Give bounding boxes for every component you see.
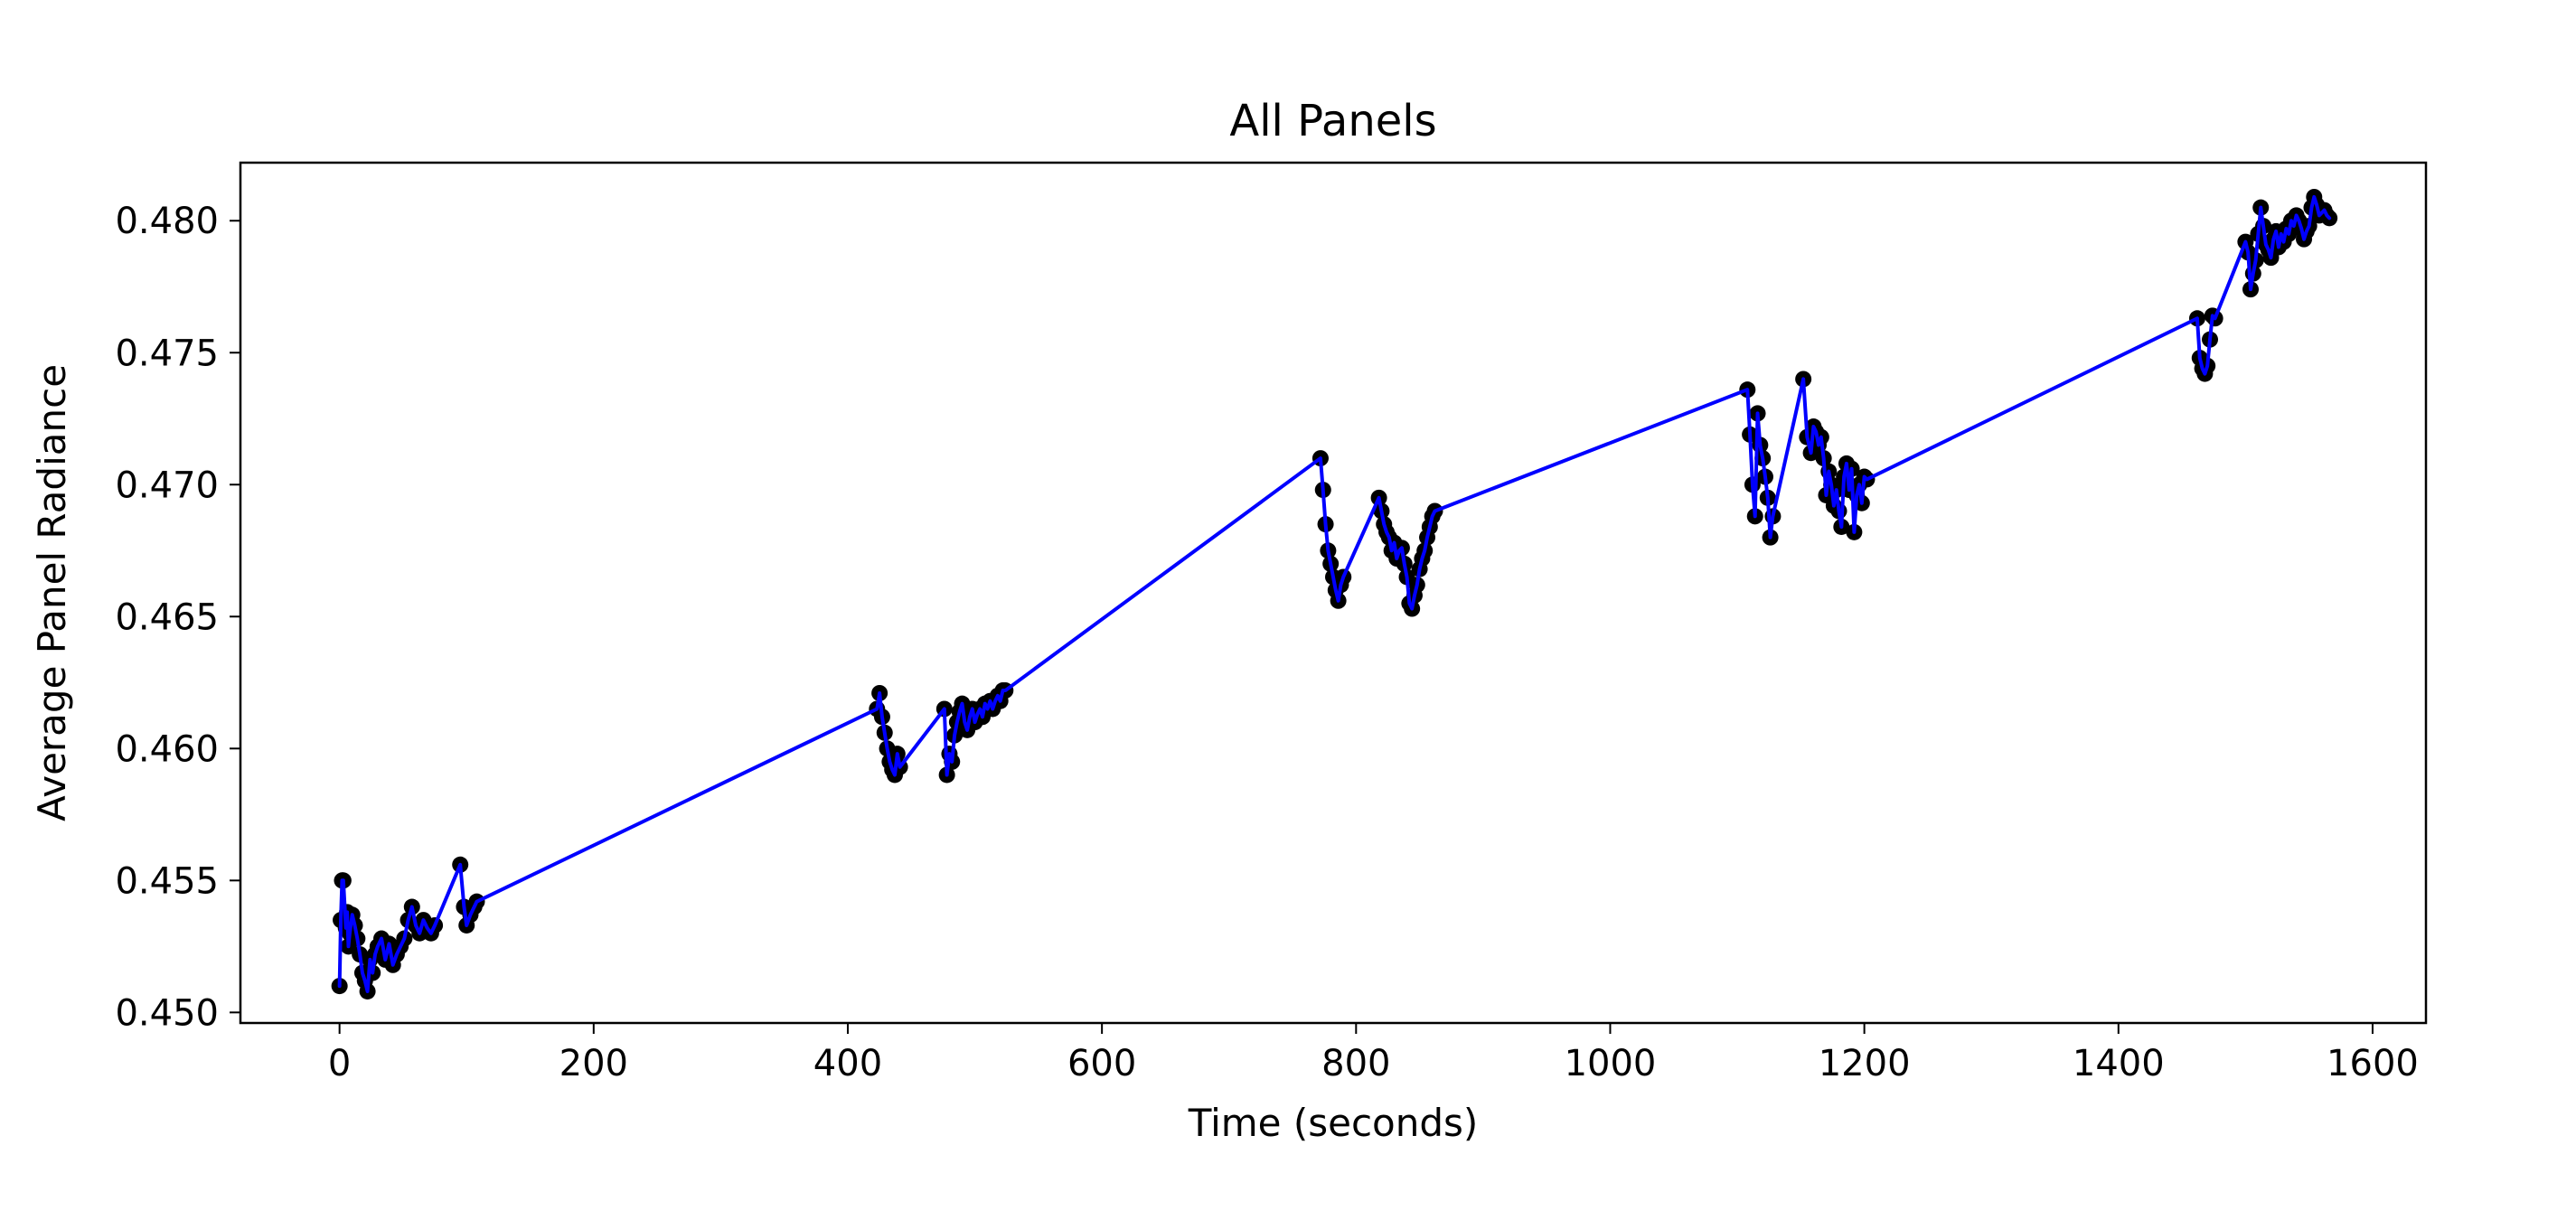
y-tick-label: 0.455 (115, 860, 219, 902)
x-tick-label: 200 (559, 1043, 628, 1084)
x-axis-label: Time (seconds) (1188, 1101, 1479, 1145)
y-tick-label: 0.480 (115, 201, 219, 242)
y-tick-label: 0.465 (115, 596, 219, 638)
x-tick-label: 800 (1321, 1043, 1390, 1084)
series-line (337, 194, 2332, 993)
y-tick-label: 0.450 (115, 992, 219, 1034)
y-tick-label: 0.475 (115, 333, 219, 374)
chart-title: All Panels (1229, 96, 1436, 146)
x-tick-label: 1000 (1565, 1043, 1657, 1084)
y-tick-label: 0.460 (115, 728, 219, 770)
x-tick-label: 1400 (2073, 1043, 2165, 1084)
y-axis-label: Average Panel Radiance (30, 364, 74, 821)
y-tick-label: 0.470 (115, 465, 219, 506)
x-tick-label: 1200 (1819, 1043, 1911, 1084)
x-tick-label: 600 (1067, 1043, 1136, 1084)
series-layer (331, 188, 2338, 999)
x-tick-label: 1600 (2327, 1043, 2419, 1084)
x-tick-label: 0 (328, 1043, 351, 1084)
x-axis: 0 200 400 600 800 1000 1200 1400 1600 (328, 1023, 2419, 1084)
x-tick-label: 400 (813, 1043, 882, 1084)
y-axis: 0.450 0.455 0.460 0.465 0.470 0.475 0.480 (115, 201, 240, 1034)
